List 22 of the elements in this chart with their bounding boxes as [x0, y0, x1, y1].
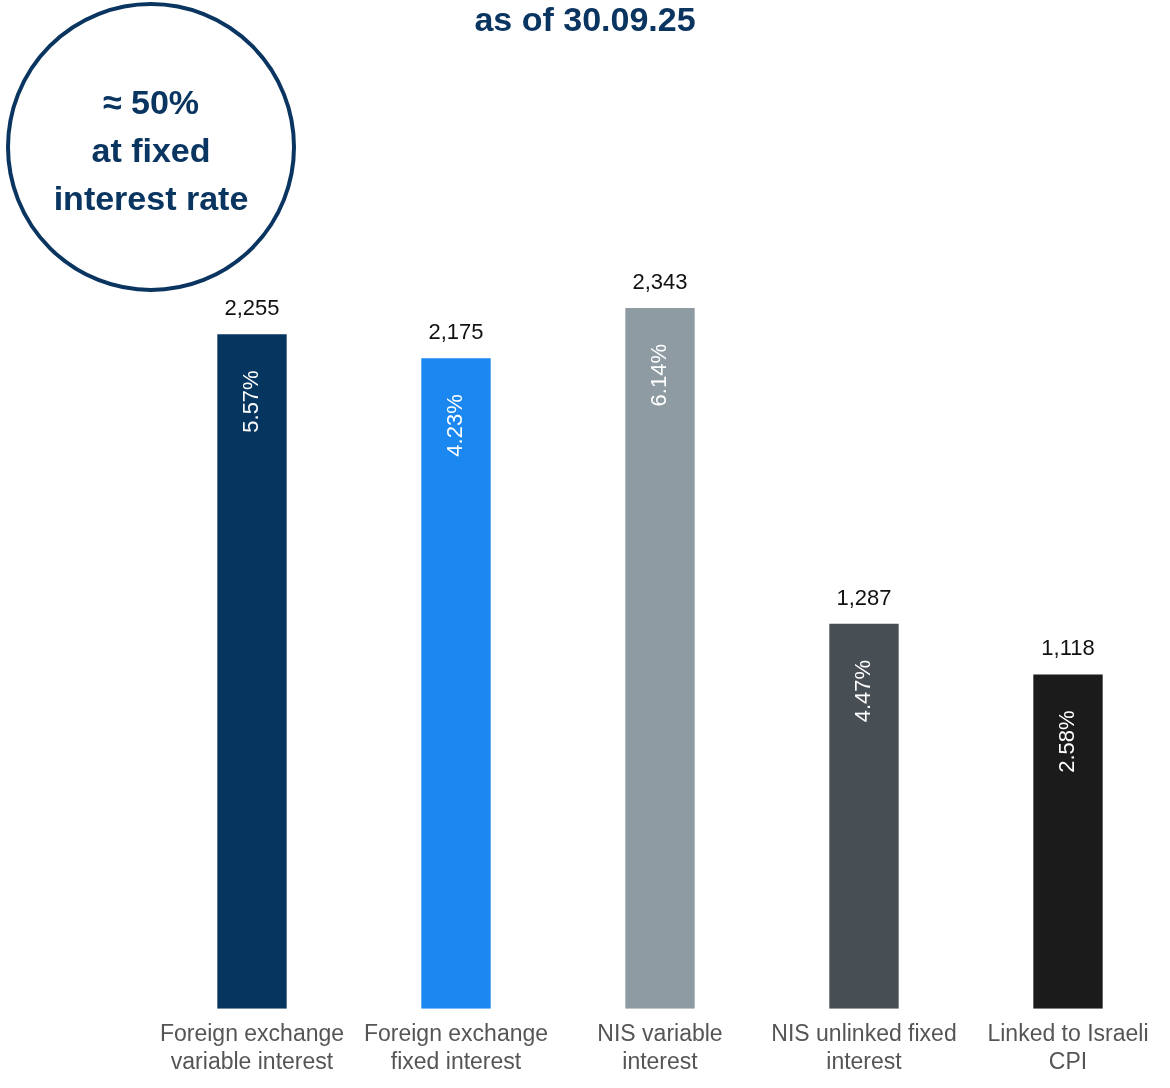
bar: [829, 623, 899, 1009]
chart-title: as of 30.09.25: [473, 0, 697, 39]
annotation: 4.47%: [850, 659, 876, 723]
x-tick-label: Foreign exchange variable interest: [159, 1019, 345, 1074]
annotation: 5.57%: [238, 370, 264, 433]
x-tick-label: NIS unlinked fixed interest: [771, 1019, 957, 1074]
data-label: 2,343: [632, 269, 688, 295]
bar: [1033, 674, 1103, 1009]
x-tick-label: NIS variable interest: [597, 1019, 723, 1074]
annotation: 6.14%: [646, 344, 672, 407]
text: ≈ 50% at fixed interest rate: [52, 82, 250, 219]
bar: [217, 334, 287, 1009]
data-label: 1,118: [1041, 635, 1095, 661]
x-tick-label: Foreign exchange fixed interest: [363, 1019, 549, 1074]
x-tick-label: Linked to Israeli CPI: [987, 1019, 1149, 1074]
annotation: 4.23%: [442, 394, 468, 457]
data-label: 1,287: [836, 584, 892, 610]
bar: [421, 358, 491, 1009]
data-label: 2,175: [428, 319, 484, 345]
data-label: 2,255: [224, 295, 280, 321]
bar: [625, 308, 695, 1009]
annotation: 2.58%: [1054, 710, 1080, 773]
